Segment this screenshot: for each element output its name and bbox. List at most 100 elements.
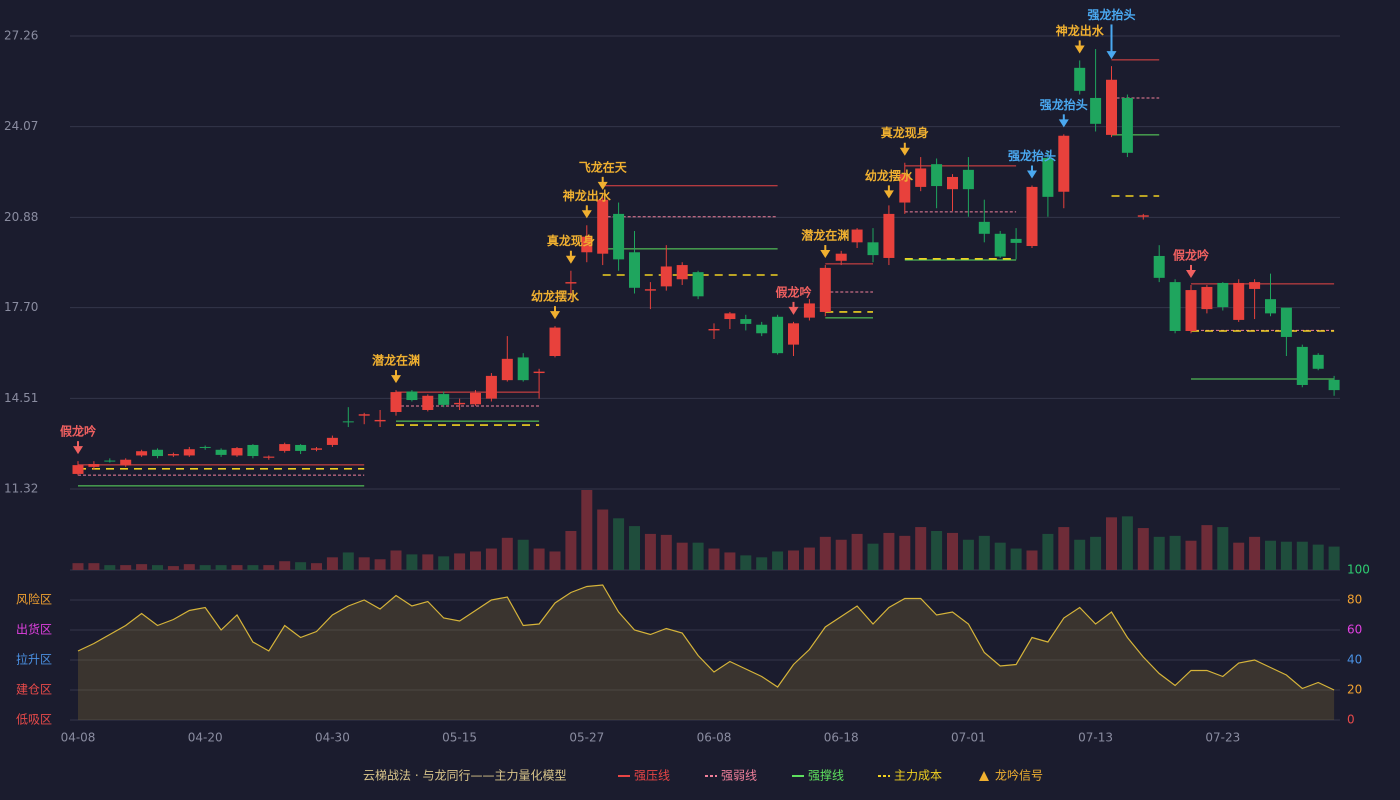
volume-bar: [485, 548, 497, 570]
volume-bar: [183, 564, 195, 570]
y2-tick-label: 100: [1347, 563, 1370, 577]
oscillator-area: [78, 585, 1335, 720]
volume-bar: [438, 556, 450, 570]
volume-bar: [120, 565, 132, 570]
candle-body: [422, 395, 434, 410]
volume-bar: [1058, 527, 1070, 570]
volume-bar: [1328, 546, 1340, 570]
candle-body: [1153, 255, 1165, 278]
candle-body: [88, 463, 100, 467]
volume-bar: [724, 552, 736, 570]
candle-body: [279, 444, 291, 451]
candle-body: [962, 169, 974, 190]
y-tick-label: 24.07: [4, 119, 38, 133]
candle-body: [199, 446, 211, 448]
candle-body: [1026, 186, 1038, 247]
volume-bar: [803, 547, 815, 570]
legend-label: 强撑线: [808, 768, 844, 783]
candle-body: [1233, 282, 1245, 320]
volume-bar: [374, 559, 386, 570]
candle-body: [740, 319, 752, 324]
candle-body: [915, 168, 927, 187]
level-line: [78, 195, 1335, 470]
volume-bar: [533, 548, 545, 570]
signal-label: 强龙抬头: [1087, 7, 1135, 22]
y2-tick-label: 80: [1347, 593, 1362, 607]
zone-label: 低吸区: [16, 713, 52, 727]
signal-arrow: [1186, 269, 1196, 278]
volume-bar: [311, 563, 322, 570]
volume-bar: [72, 563, 84, 570]
signal-label: 神龙出水: [1056, 23, 1105, 38]
legend-label: 强弱线: [721, 769, 757, 783]
candle-body: [167, 454, 179, 456]
candle-body: [263, 456, 275, 458]
signal-arrow: [565, 255, 576, 264]
candle-body: [613, 213, 625, 260]
candle-body: [247, 444, 259, 457]
volume-bar: [342, 552, 354, 570]
candle-body: [978, 221, 990, 234]
volume-bar: [470, 551, 481, 570]
zone-label: 建仓区: [16, 683, 52, 697]
legend-title: 云梯战法 · 与龙同行——主力量化模型: [363, 769, 566, 783]
volume-bar: [454, 553, 466, 570]
volume-bar: [962, 539, 974, 570]
x-tick-label: 04-08: [61, 731, 96, 745]
zone-label: 风险区: [16, 592, 52, 607]
candle-body: [311, 448, 322, 450]
x-tick-label: 04-20: [188, 731, 223, 745]
volume-bar: [819, 536, 831, 570]
volume-bar: [597, 509, 609, 570]
signal-label: 真龙现身: [881, 125, 929, 140]
candle-body: [994, 233, 1006, 257]
candle-body: [326, 437, 338, 445]
candle-body: [819, 267, 831, 312]
volume-bar: [390, 550, 402, 570]
signal-arrow: [883, 190, 894, 199]
y-tick-label: 17.70: [4, 300, 38, 314]
x-tick-label: 05-15: [442, 731, 477, 745]
volume-bar: [1153, 536, 1165, 570]
candle-body: [295, 444, 307, 451]
candle-body: [454, 402, 466, 405]
candle-body: [231, 448, 243, 456]
candle-body: [406, 391, 418, 401]
candle-body: [708, 329, 720, 331]
volume-bar: [1169, 535, 1181, 570]
signal-label: 幼龙摆水: [531, 289, 580, 304]
candle-body: [1169, 282, 1181, 331]
candle-body: [120, 459, 132, 466]
level-line: [78, 97, 1335, 476]
candle-body: [374, 419, 386, 422]
candle-body: [136, 451, 148, 456]
signal-label: 假龙吟: [60, 424, 96, 439]
volume-bar: [644, 533, 656, 570]
candle-body: [660, 266, 672, 287]
candle-body: [1185, 290, 1197, 331]
volume-bar: [295, 562, 307, 570]
volume-bar: [1185, 540, 1197, 570]
volume-bar: [1217, 527, 1229, 570]
volume-bar: [931, 530, 943, 570]
x-tick-label: 06-08: [697, 731, 732, 745]
volume-bar: [1074, 539, 1086, 570]
volume-bar: [422, 554, 434, 570]
signal-label: 真龙现身: [547, 233, 595, 248]
volume-bar: [549, 551, 561, 570]
signal-label: 飞龙在天: [579, 159, 628, 174]
y2-tick-label: 60: [1347, 623, 1362, 637]
volume-bar: [708, 548, 720, 570]
volume-bar: [835, 539, 847, 570]
signal-arrow: [391, 375, 401, 384]
volume-bar: [692, 542, 704, 570]
volume-bar: [883, 532, 895, 570]
legend-label: 龙吟信号: [995, 768, 1043, 783]
signal-label: 强龙抬头: [1040, 97, 1088, 112]
candle-body: [1201, 286, 1213, 310]
candle-body: [835, 253, 847, 261]
candle-body: [533, 371, 545, 374]
candle-body: [183, 449, 195, 456]
